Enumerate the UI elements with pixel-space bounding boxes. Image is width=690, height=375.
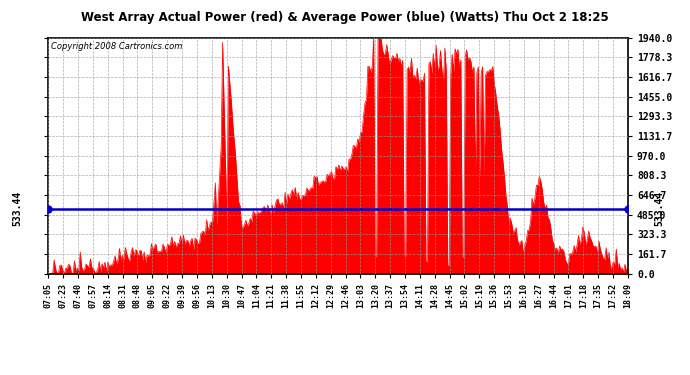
Text: West Array Actual Power (red) & Average Power (blue) (Watts) Thu Oct 2 18:25: West Array Actual Power (red) & Average … <box>81 11 609 24</box>
Text: 533.44: 533.44 <box>654 191 664 226</box>
Text: 533.44: 533.44 <box>12 191 22 226</box>
Text: Copyright 2008 Cartronics.com: Copyright 2008 Cartronics.com <box>51 42 183 51</box>
